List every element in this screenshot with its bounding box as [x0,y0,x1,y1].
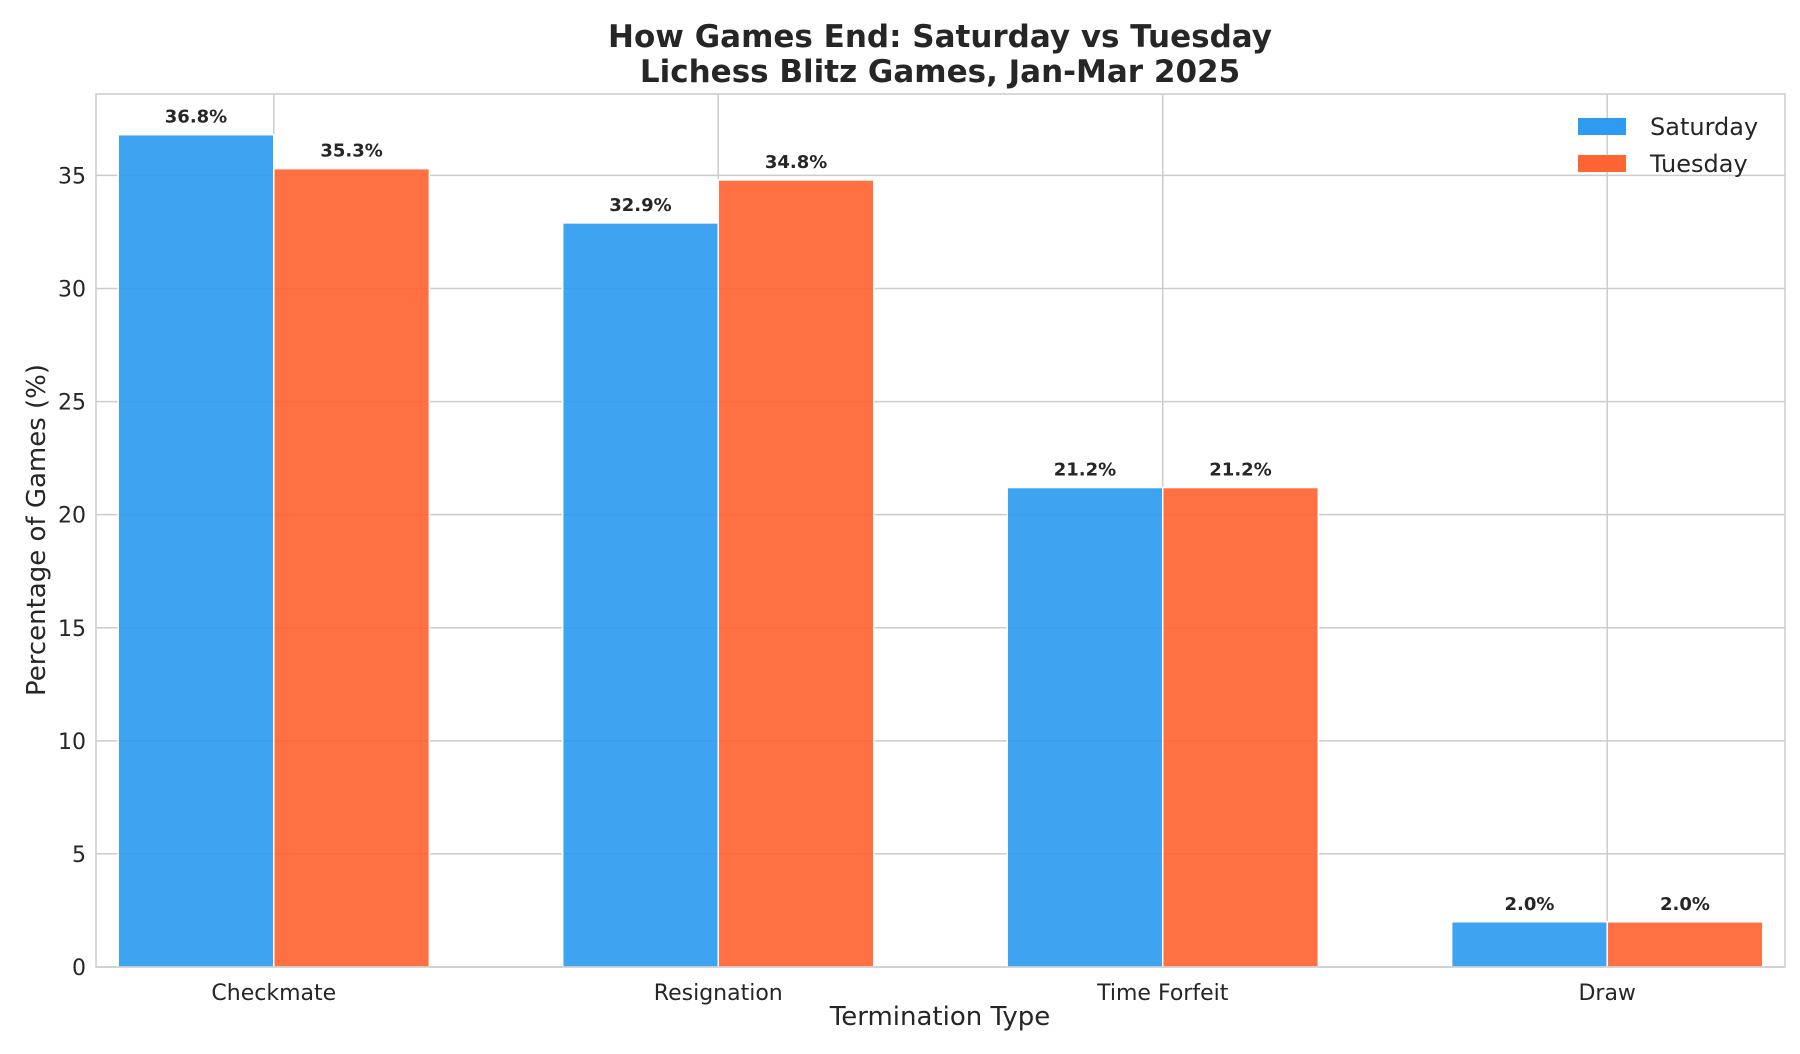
plot-frame [95,93,1786,968]
data-label-saturday-resignation: 32.9% [609,195,671,216]
legend-label-saturday: Saturday [1650,113,1758,141]
x-tick-label-time-forfeit: Time Forfeit [1096,981,1229,1006]
y-tick-label: 35 [58,164,86,189]
y-axis-ticks: 0 5 10 15 20 25 30 35 [58,164,86,981]
bar-tuesday-draw [1606,921,1764,968]
bar-tuesday-resignation [717,179,875,968]
chart-title-line1: How Games End: Saturday vs Tuesday [608,19,1272,55]
bars [117,133,1764,968]
data-label-tuesday-draw: 2.0% [1660,894,1710,915]
y-tick-label: 15 [58,617,86,642]
data-label-tuesday-checkmate: 35.3% [320,141,382,162]
y-tick-label: 10 [58,730,86,755]
x-tick-label-draw: Draw [1578,981,1635,1006]
data-label-tuesday-time-forfeit: 21.2% [1209,460,1271,481]
x-tick-label-checkmate: Checkmate [211,981,336,1006]
y-tick-label: 0 [72,956,86,981]
chart-title-line2: Lichess Blitz Games, Jan-Mar 2025 [640,54,1240,90]
legend: Saturday Tuesday [1578,113,1758,178]
y-tick-label: 5 [72,843,86,868]
legend-label-tuesday: Tuesday [1649,150,1748,178]
data-label-saturday-checkmate: 36.8% [165,107,227,128]
x-axis-label: Termination Type [829,1002,1050,1032]
bar-saturday-draw [1450,921,1608,968]
y-tick-label: 25 [58,391,86,416]
bar-saturday-time-forfeit [1006,486,1164,968]
data-labels: 36.8% 32.9% 21.2% 2.0% 35.3% 34.8% 21.2% 2.0% [165,107,1710,915]
y-tick-label: 20 [58,504,86,529]
bar-tuesday-checkmate [273,167,431,968]
y-axis-label: Percentage of Games (%) [22,364,52,696]
data-label-saturday-draw: 2.0% [1504,894,1554,915]
legend-swatch-saturday [1578,118,1626,135]
x-axis-ticks: Checkmate Resignation Time Forfeit Draw [211,981,1636,1006]
bar-saturday-resignation [561,222,720,968]
y-tick-label: 30 [58,278,86,303]
bar-tuesday-time-forfeit [1161,486,1320,968]
x-tick-label-resignation: Resignation [654,981,783,1006]
legend-swatch-tuesday [1578,155,1626,172]
bar-saturday-checkmate [117,133,275,968]
data-label-saturday-time-forfeit: 21.2% [1054,460,1116,481]
data-label-tuesday-resignation: 34.8% [765,152,827,173]
